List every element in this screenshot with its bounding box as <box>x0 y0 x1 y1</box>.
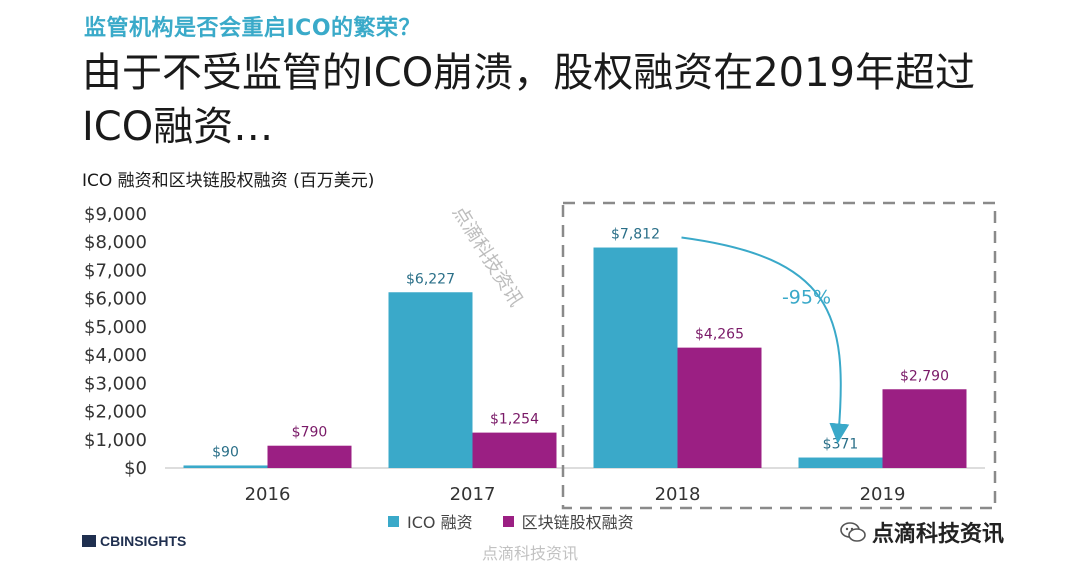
wechat-icon <box>840 522 866 542</box>
decline-arrow <box>681 236 850 444</box>
page-headline: 由于不受监管的ICO崩溃，股权融资在2019年超过ICO融资… <box>82 50 976 150</box>
data-label: $2,790 <box>900 368 949 384</box>
data-label: $6,227 <box>406 271 455 287</box>
cbinsights-logo-text: CBINSIGHTS <box>100 533 187 549</box>
decline-annotation: -95% <box>782 287 831 309</box>
y-tick-label: $1,000 <box>84 430 147 451</box>
legend-item-ico: ICO 融资 <box>388 509 473 533</box>
brand-signature: 点滴科技资讯 <box>840 516 1004 548</box>
y-tick-label: $2,000 <box>84 402 147 423</box>
bar-equity-2018 <box>677 347 762 468</box>
legend-label-equity: 区块链股权融资 <box>521 513 634 532</box>
y-tick-label: $3,000 <box>84 373 147 394</box>
legend-label-ico: ICO 融资 <box>407 513 473 532</box>
bar-equity-2016 <box>267 445 352 468</box>
bar-ico-2019 <box>798 457 883 468</box>
highlight-box <box>561 201 997 510</box>
cbinsights-logo: CBINSIGHTS <box>82 533 186 549</box>
page-subtitle: 监管机构是否会重启ICO的繁荣？ <box>84 16 422 41</box>
legend-item-equity: 区块链股权融资 <box>502 509 634 533</box>
data-label: $90 <box>212 444 239 460</box>
bar-chart: $0 $1,000 $2,000 $3,000 $4,000 $5,000 $6,000 $7… <box>84 201 997 510</box>
y-tick-label: $7,000 <box>84 260 147 281</box>
cbinsights-logo-icon <box>82 535 96 547</box>
bar-ico-2017 <box>388 292 473 468</box>
x-tick-label: 2019 <box>860 484 906 505</box>
y-tick-label: $8,000 <box>84 232 147 253</box>
bar-ico-2016 <box>183 465 268 468</box>
x-tick-label: 2017 <box>450 484 496 505</box>
bar-equity-2019 <box>882 389 967 468</box>
data-label: $7,812 <box>611 227 660 243</box>
chart-caption: ICO 融资和区块链股权融资 (百万美元) <box>82 171 375 191</box>
y-tick-label: $4,000 <box>84 345 147 366</box>
y-tick-label: $6,000 <box>84 289 147 310</box>
brand-text: 点滴科技资讯 <box>872 522 1005 547</box>
legend-swatch-equity <box>502 515 514 527</box>
legend-swatch-ico <box>388 515 399 527</box>
y-tick-label: $0 <box>124 458 147 479</box>
watermark-bottom-text: 点滴科技资讯 <box>482 544 579 563</box>
bar-ico-2018 <box>593 247 678 468</box>
bar-equity-2017 <box>472 432 557 468</box>
chart-legend: ICO 融资 区块链股权融资 <box>388 509 634 533</box>
data-label: $4,265 <box>695 327 744 343</box>
data-label: $1,254 <box>490 412 539 428</box>
data-label: $371 <box>823 437 859 453</box>
x-tick-label: 2018 <box>655 484 701 505</box>
y-tick-label: $5,000 <box>84 317 147 338</box>
data-label: $790 <box>292 425 328 441</box>
x-tick-label: 2016 <box>245 484 291 505</box>
y-tick-label: $9,000 <box>84 204 147 225</box>
